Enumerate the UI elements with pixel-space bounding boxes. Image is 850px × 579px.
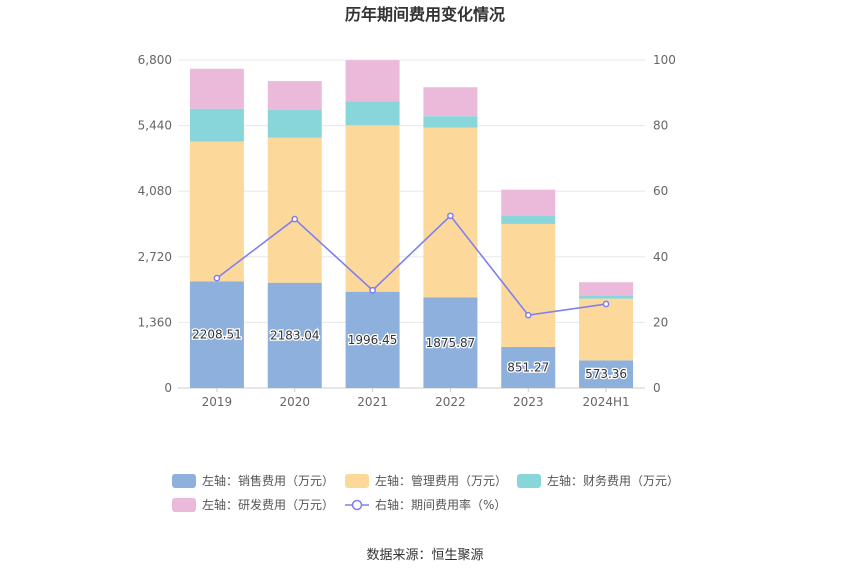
bar-value-labels: 2208.51 2183.04 1996.45 1875.87 851.27 573.36: [191, 326, 628, 382]
right-axis-tick-label: 100: [653, 53, 676, 67]
bar-segment-4-2024H1[interactable]: [579, 282, 634, 296]
bar-segment-3-2022[interactable]: [423, 116, 478, 128]
legend-swatch: [172, 474, 196, 488]
rate-point[interactable]: [213, 274, 221, 282]
bar-segment-2-2023[interactable]: [501, 223, 556, 347]
bar-segment-1-2019[interactable]: [189, 281, 244, 388]
left-axis-tick-label: 4,080: [138, 184, 172, 198]
bar-segment-4-2020[interactable]: [267, 81, 322, 111]
chart-title: 历年期间费用变化情况: [345, 5, 505, 24]
bar-segment-4-2019[interactable]: [189, 68, 244, 109]
legend-swatch: [172, 498, 196, 512]
legend-label: 左轴：销售费用（万元）: [202, 473, 334, 488]
bar-segment-3-2021[interactable]: [345, 101, 400, 126]
rate-point[interactable]: [291, 215, 299, 223]
bar-segment-3-2020[interactable]: [267, 110, 322, 138]
left-axis-tick-label: 2,720: [138, 250, 172, 264]
legend-label: 右轴：期间费用率（%）: [375, 497, 506, 512]
bar-segment-2-2024H1[interactable]: [579, 298, 634, 361]
x-axis-tick-label: 2023: [513, 395, 544, 409]
legend-item-3[interactable]: 左轴：财务费用（万元）: [517, 473, 679, 488]
rate-line-layer: [213, 212, 610, 319]
x-axis-tick-label: 2019: [202, 395, 233, 409]
right-axis-tick-label: 20: [653, 315, 668, 329]
bar-segment-1-2023[interactable]: [501, 346, 556, 388]
left-axis-tick-label: 5,440: [138, 119, 172, 133]
x-axis-tick-label: 2021: [357, 395, 388, 409]
bar-value-label: 573.36: [585, 367, 627, 381]
left-axis: 0 1,360 2,720 4,080 5,440 6,800: [138, 53, 172, 395]
bars-layer: [189, 60, 634, 388]
left-axis-tick-label: 1,360: [138, 315, 172, 329]
right-axis-tick-label: 0: [653, 381, 661, 395]
bar-segment-2-2020[interactable]: [267, 137, 322, 283]
x-axis: 2019 2020 2021 2022 2023 2024H1: [202, 388, 630, 409]
right-axis-tick-label: 40: [653, 250, 668, 264]
bar-segment-2-2019[interactable]: [189, 141, 244, 282]
x-axis-tick-label: 2024H1: [582, 395, 629, 409]
chart-source: 数据来源：恒生聚源: [366, 548, 483, 563]
right-axis-tick-label: 80: [653, 119, 668, 133]
bar-segment-1-2024H1[interactable]: [579, 360, 634, 388]
bar-value-label: 2183.04: [270, 328, 320, 342]
right-axis-tick-label: 60: [653, 184, 668, 198]
x-axis-tick-label: 2020: [279, 395, 310, 409]
grid-lines: [178, 59, 645, 389]
legend-item-2[interactable]: 左轴：管理费用（万元）: [345, 473, 507, 488]
bar-segment-2-2021[interactable]: [345, 125, 400, 292]
bar-value-label: 2208.51: [192, 328, 242, 342]
left-axis-tick-label: 6,800: [138, 53, 172, 67]
legend-swatch: [345, 474, 369, 488]
legend-label: 左轴：财务费用（万元）: [547, 473, 679, 488]
bar-segment-4-2021[interactable]: [345, 60, 400, 102]
bar-segment-1-2022[interactable]: [423, 297, 478, 388]
legend[interactable]: 左轴：销售费用（万元） 左轴：管理费用（万元） 左轴：财务费用（万元） 左轴：研发费用…: [172, 473, 679, 512]
bar-segment-4-2023[interactable]: [501, 189, 556, 216]
right-axis: 0 20 40 60 80 100: [653, 53, 676, 395]
bar-value-label: 1875.87: [426, 336, 476, 350]
bar-segment-3-2019[interactable]: [189, 108, 244, 142]
bar-value-label: 851.27: [507, 360, 549, 374]
bar-segment-4-2022[interactable]: [423, 87, 478, 117]
bar-segment-1-2021[interactable]: [345, 291, 400, 388]
legend-swatch: [517, 474, 541, 488]
bar-segment-3-2023[interactable]: [501, 215, 556, 224]
x-axis-tick-label: 2022: [435, 395, 466, 409]
bar-segment-3-2024H1[interactable]: [579, 295, 634, 299]
legend-item-1[interactable]: 左轴：销售费用（万元）: [172, 473, 334, 488]
rate-point[interactable]: [524, 311, 532, 319]
legend-label: 左轴：管理费用（万元）: [375, 473, 507, 488]
legend-item-5[interactable]: 右轴：期间费用率（%）: [345, 497, 506, 512]
rate-line: [216, 214, 607, 317]
bar-value-label: 1996.45: [348, 333, 398, 347]
rate-point[interactable]: [369, 286, 376, 294]
legend-item-4[interactable]: 左轴：研发费用（万元）: [172, 497, 334, 512]
legend-marker: [351, 499, 363, 511]
legend-label: 左轴：研发费用（万元）: [202, 497, 334, 512]
rate-point[interactable]: [602, 300, 610, 308]
rate-point[interactable]: [447, 212, 454, 220]
bar-segment-1-2020[interactable]: [267, 282, 322, 388]
left-axis-tick-label: 0: [164, 381, 172, 395]
